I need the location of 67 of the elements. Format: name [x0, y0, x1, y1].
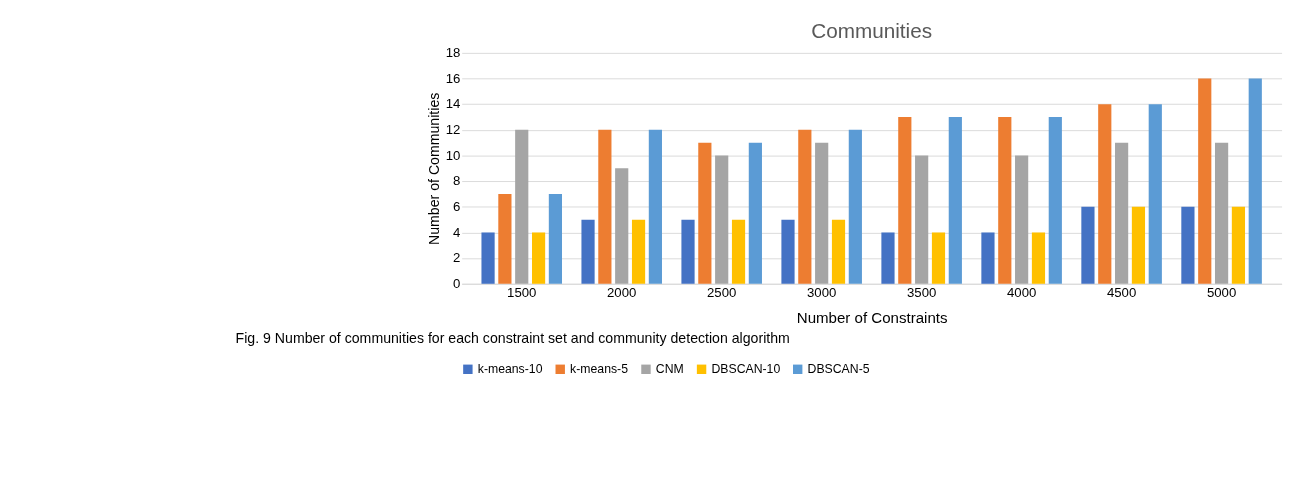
bar [1048, 117, 1062, 284]
bar [981, 232, 995, 284]
bar [698, 142, 712, 284]
legend-label: DBSCAN-5 [807, 362, 870, 377]
bar [1214, 142, 1229, 284]
bar [798, 129, 812, 284]
bar [848, 129, 862, 284]
chart-title: Communities [811, 18, 933, 42]
bar [1148, 104, 1162, 284]
bar [731, 219, 746, 284]
bar [1115, 142, 1129, 284]
bar [1181, 206, 1195, 284]
bar [1231, 206, 1246, 284]
bar [748, 142, 762, 284]
bar [648, 129, 662, 284]
legend-label: k-means-10 [477, 362, 543, 377]
bar [615, 168, 629, 284]
legend-label: k-means-5 [570, 362, 629, 377]
bar [998, 117, 1012, 284]
bar [481, 232, 495, 284]
caption: Fig. 9 Number of communities for each constraint set and community detection algorithm [235, 330, 790, 347]
bar [1131, 206, 1146, 284]
bar [1015, 155, 1029, 284]
legend-label: DBSCAN-10 [711, 362, 781, 377]
y-tick-label: 2 [452, 250, 461, 266]
y-tick-label: 16 [445, 70, 461, 86]
x-tick-label: 3500 [906, 284, 937, 300]
y-tick-label: 18 [445, 45, 461, 61]
bar [631, 219, 646, 284]
bar [815, 142, 829, 284]
y-tick-label: 14 [445, 96, 461, 112]
bar [598, 129, 612, 284]
bar [1031, 232, 1046, 284]
x-tick-label: 4000 [1006, 284, 1037, 300]
bar [531, 232, 546, 284]
bar [915, 155, 929, 284]
x-axis-title: Number of Constraints [796, 308, 948, 326]
bar [831, 219, 846, 284]
bar [948, 117, 962, 284]
x-tick-label: 2000 [607, 284, 637, 300]
bar [881, 232, 895, 284]
bar [898, 117, 912, 284]
x-tick-label: 4500 [1106, 284, 1137, 300]
bar [548, 194, 563, 284]
y-axis-title: Number of Communities [426, 92, 443, 245]
bar [515, 129, 529, 284]
y-tick-label: 0 [452, 276, 461, 292]
x-tick-label: 1500 [507, 284, 537, 300]
bar [681, 219, 695, 284]
x-tick-label: 2500 [707, 284, 737, 300]
bar [581, 219, 595, 284]
y-tick-label: 12 [445, 122, 461, 138]
bar [1098, 104, 1112, 284]
bar [1198, 78, 1212, 284]
bar [781, 219, 795, 284]
legend-label: CNM [655, 362, 684, 377]
y-tick-label: 8 [452, 173, 461, 189]
y-tick-label: 10 [445, 147, 461, 163]
bar [1081, 206, 1095, 284]
y-tick-label: 6 [452, 199, 461, 215]
x-tick-label: 5000 [1206, 284, 1237, 300]
bar [1248, 78, 1262, 284]
bar [715, 155, 729, 284]
x-tick-label: 3000 [807, 284, 837, 300]
bar [931, 232, 946, 284]
bar [498, 194, 512, 284]
y-tick-label: 4 [452, 224, 461, 240]
